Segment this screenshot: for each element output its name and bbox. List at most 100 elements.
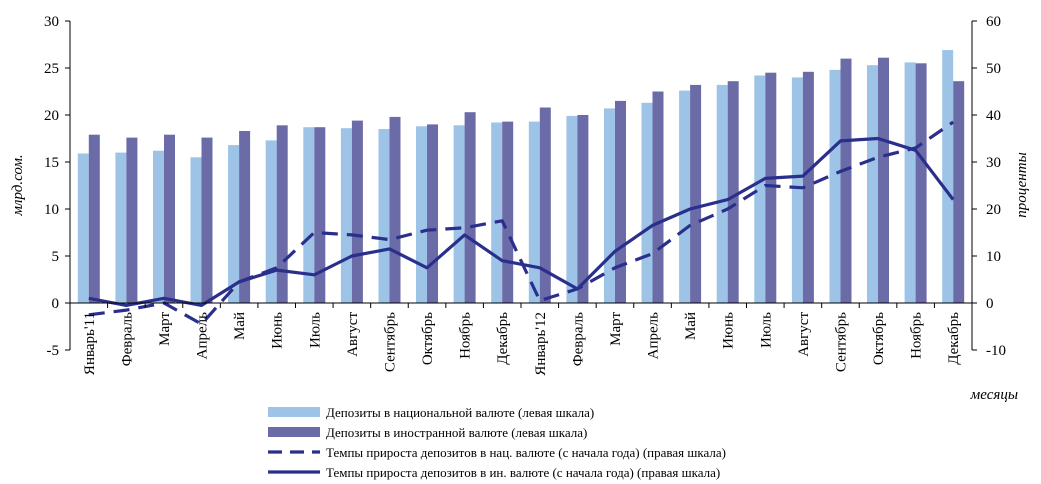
y-tick-label-5: 20 (44, 108, 59, 124)
x-tick-label-17: Июнь (721, 312, 737, 349)
bar-s1-17 (727, 81, 739, 303)
bar-s0-19 (791, 77, 803, 304)
bar-s0-0 (77, 153, 89, 303)
x-tick-label-19: Август (796, 312, 812, 357)
legend-swatch-0 (268, 407, 320, 417)
y-tick-label-6: 25 (44, 61, 59, 77)
y-tick-label-3: 10 (44, 202, 59, 218)
bar-s1-3 (201, 137, 213, 303)
legend-label-0: Депозиты в национальной валюте (левая шк… (326, 405, 594, 420)
y2-tick-label-0: -10 (986, 343, 1006, 359)
bars-layer (77, 50, 965, 304)
bar-s0-14 (604, 108, 615, 304)
x-tick-label-9: Октябрь (420, 312, 436, 365)
lines-layer (88, 120, 955, 326)
y-tick-label-0: -5 (47, 343, 60, 359)
legend: Депозиты в национальной валюте (левая шк… (268, 405, 726, 480)
bar-s1-2 (164, 134, 175, 303)
tick-labels-layer: -5 0 5 10 15 20 25 30 -10 0 10 20 30 40 50 60 Январь'11 Ф… (44, 14, 1006, 376)
bar-s0-12 (528, 121, 540, 303)
x-tick-label-1: Февраль (119, 312, 135, 366)
y-axis-label: млрд.сом. (10, 154, 26, 216)
x-tick-label-11: Декабрь (495, 312, 511, 365)
series-line-0 (88, 120, 955, 326)
y-tick-label-7: 30 (44, 14, 59, 30)
bar-s0-11 (491, 122, 503, 303)
x-tick-label-15: Апрель (646, 312, 662, 360)
x-tick-label-22: Ноябрь (909, 312, 925, 359)
bar-s1-6 (314, 127, 326, 303)
y2-tick-label-6: 50 (986, 61, 1001, 77)
x-tick-label-6: Июль (307, 312, 323, 348)
bar-s0-17 (716, 84, 728, 304)
bar-s1-18 (765, 72, 777, 303)
y-tick-label-1: 0 (52, 296, 60, 312)
bar-s1-20 (840, 58, 852, 303)
bar-s0-23 (942, 50, 954, 303)
x-tick-label-21: Октябрь (871, 312, 887, 365)
bar-s0-13 (566, 115, 578, 304)
bar-s1-22 (915, 63, 927, 303)
bar-s0-18 (754, 75, 766, 303)
axes-layer (65, 20, 977, 351)
bar-s0-2 (153, 150, 164, 303)
bar-s0-10 (453, 125, 465, 303)
bar-s1-5 (276, 125, 288, 303)
bar-s0-15 (641, 102, 653, 303)
bar-s0-21 (867, 65, 878, 303)
legend-label-3: Темпы прироста депозитов в ин. валюте (с… (326, 465, 720, 480)
x-tick-label-18: Июль (758, 312, 774, 348)
y2-axis-label: проценты (1014, 152, 1030, 217)
bar-s1-14 (615, 100, 626, 304)
bar-s0-8 (378, 129, 390, 303)
bar-s1-1 (126, 137, 138, 303)
bar-s0-1 (115, 152, 127, 303)
legend-swatch-1 (268, 427, 320, 437)
x-tick-label-16: Май (683, 312, 699, 340)
legend-label-2: Темпы прироста депозитов в нац. валюте (… (326, 445, 726, 460)
x-tick-label-0: Январь'11 (82, 312, 98, 375)
x-tick-label-4: Май (232, 312, 248, 340)
x-tick-label-13: Февраль (570, 312, 586, 366)
y-tick-label-2: 5 (52, 249, 60, 265)
x-tick-label-14: Март (608, 312, 624, 346)
bar-s0-22 (904, 62, 916, 304)
bar-s1-13 (577, 115, 589, 303)
bar-s1-8 (389, 116, 401, 304)
x-tick-label-2: Март (157, 312, 173, 346)
y2-tick-label-3: 20 (986, 202, 1001, 218)
x-tick-label-5: Июнь (270, 312, 286, 349)
bar-s0-9 (416, 126, 427, 303)
legend-label-1: Депозиты в иностранной валюте (левая шка… (326, 425, 587, 440)
bar-s1-21 (878, 57, 889, 304)
x-axis-label: месяцы (970, 387, 1018, 403)
bar-s0-20 (829, 69, 841, 304)
y2-tick-label-1: 0 (986, 296, 994, 312)
bar-s1-11 (502, 121, 514, 303)
bar-s1-9 (427, 124, 438, 304)
x-tick-label-10: Ноябрь (458, 312, 474, 359)
bar-s1-12 (539, 107, 551, 303)
x-tick-label-7: Август (345, 312, 361, 357)
bar-s0-7 (340, 128, 352, 303)
y2-tick-label-4: 30 (986, 155, 1001, 171)
y2-tick-label-5: 40 (986, 108, 1001, 124)
bar-s0-6 (303, 127, 315, 303)
y-tick-label-4: 15 (44, 155, 59, 171)
y2-tick-label-7: 60 (986, 14, 1001, 30)
bar-s1-0 (88, 134, 100, 303)
bar-s0-4 (228, 145, 240, 303)
bar-s1-4 (239, 131, 251, 303)
bar-s1-15 (652, 91, 664, 303)
bar-s0-3 (190, 157, 202, 303)
bar-s1-23 (953, 81, 965, 303)
series-line-1 (88, 136, 955, 307)
bar-s1-16 (690, 84, 702, 304)
x-tick-label-8: Сентябрь (383, 312, 399, 372)
x-tick-label-20: Сентябрь (834, 312, 850, 372)
bar-s1-7 (351, 120, 363, 303)
bar-s1-10 (464, 112, 476, 303)
bar-s0-16 (679, 90, 691, 303)
bar-s0-5 (265, 140, 277, 303)
